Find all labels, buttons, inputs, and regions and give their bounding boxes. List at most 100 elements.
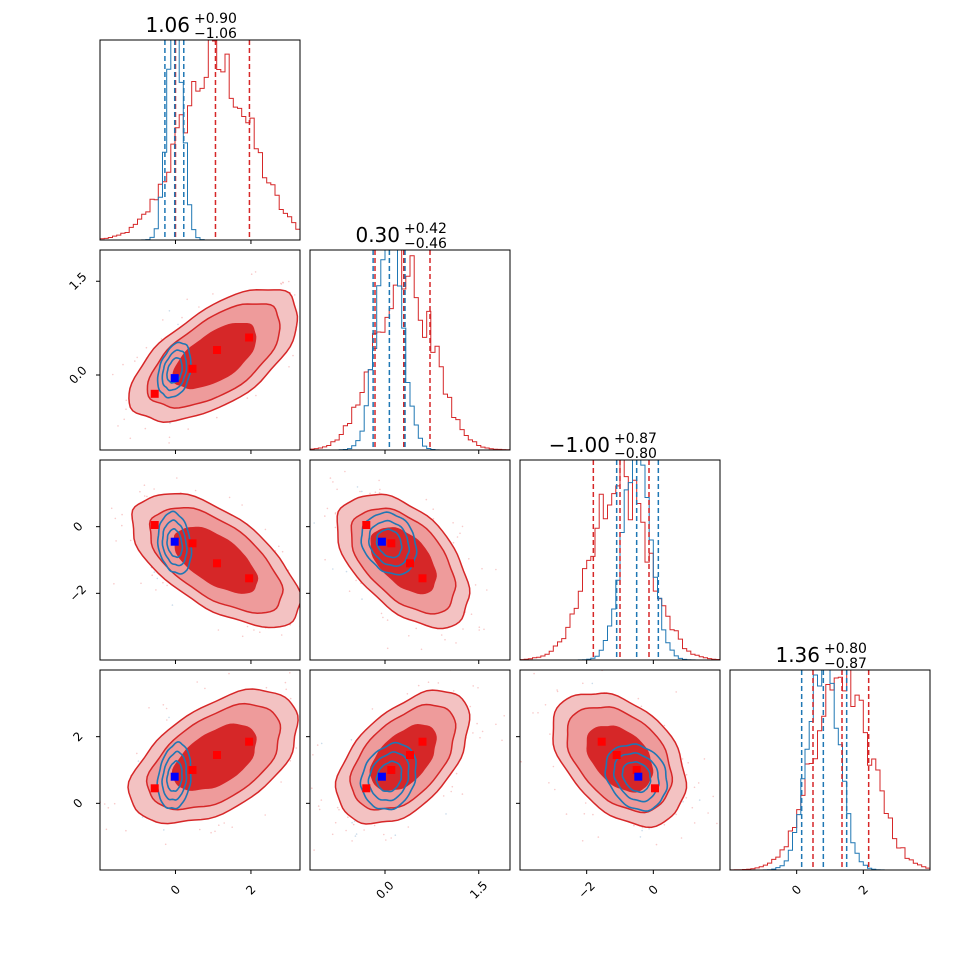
scatter-point-red [255, 394, 257, 397]
red-histogram [310, 250, 510, 450]
scatter-point-red [336, 731, 338, 733]
scatter-point-red [479, 736, 481, 739]
scatter-point-red [425, 498, 428, 501]
panel-frame [519, 459, 721, 661]
scatter-point-red [228, 496, 231, 499]
panel-frame [309, 459, 511, 661]
scatter-point-red [406, 693, 409, 695]
y-tick-label: 0.0 [66, 363, 89, 386]
scatter-point-red [231, 826, 233, 828]
blue-histogram [520, 460, 720, 660]
scatter-point-red [146, 495, 148, 498]
scatter-point-red [693, 786, 696, 789]
panel-content [100, 40, 300, 240]
x-tick-label: 2 [856, 882, 871, 897]
scatter-point-red [305, 545, 307, 547]
scatter-point-red [305, 724, 307, 726]
scatter-point-red [336, 488, 338, 491]
scatter-point-red [181, 316, 183, 319]
scatter-point-blue [141, 816, 144, 818]
scatter-point-red [265, 686, 268, 689]
scatter-point-red [637, 697, 640, 700]
scatter-point-red [320, 596, 322, 598]
scatter-point-red [537, 712, 539, 714]
scatter-point-red [685, 797, 688, 799]
scatter-point-red [417, 684, 420, 687]
scatter-point-red [385, 839, 387, 841]
scatter-point-blue [648, 827, 650, 830]
scatter-point-red [369, 492, 371, 495]
scatter-point-red [324, 515, 326, 517]
scatter-point-red [633, 824, 635, 827]
scatter-point-red [533, 672, 535, 675]
scatter-point-blue [354, 835, 357, 837]
scatter-point-red [166, 719, 168, 721]
scatter-point-red [286, 862, 288, 864]
scatter-point-red [337, 354, 339, 356]
scatter-point-red [344, 470, 346, 473]
scatter-point-red [97, 822, 99, 824]
hist-panel-2: −1.00 +0.87−0.80 [519, 431, 721, 664]
scatter-point-red [129, 539, 132, 542]
scatter-point-red [110, 507, 113, 510]
scatter-point-red [194, 489, 197, 492]
scatter-point-red [420, 648, 423, 651]
scatter-point-red [583, 813, 586, 815]
scatter-point-red [125, 399, 128, 402]
scatter-point-red [359, 490, 361, 493]
red-marker [632, 766, 641, 774]
scatter-point-red [675, 813, 677, 816]
red-contour-outer [552, 692, 688, 829]
scatter-point-red [162, 704, 165, 706]
panel-title-value: 0.30 [355, 223, 400, 247]
scatter-point-red [125, 829, 127, 832]
panel-title-minus: −1.06 [194, 26, 237, 42]
scatter-point-red [323, 591, 325, 593]
scatter-point-red [549, 733, 551, 735]
scatter-point-red [703, 758, 706, 760]
scatter-point-red [478, 626, 481, 628]
blue-contour-line [156, 510, 193, 575]
scatter-point-red [253, 653, 255, 655]
scatter-point-red [451, 785, 454, 788]
scatter-point-red [292, 354, 294, 357]
scatter-point-red [334, 821, 337, 824]
scatter-point-blue [639, 836, 642, 838]
scatter-point-red [122, 363, 124, 366]
scatter-point-blue [177, 323, 179, 326]
scatter-point-red [162, 581, 164, 584]
scatter-point-red [113, 802, 116, 805]
blue-contour-line [161, 750, 188, 801]
scatter-point-red [59, 396, 61, 398]
scatter-point-red [565, 813, 568, 815]
scatter-point-red [246, 625, 249, 628]
blue-marker [170, 374, 179, 383]
scatter-point-red [105, 828, 108, 831]
scatter-point-red [228, 672, 230, 675]
scatter-point-red [186, 298, 188, 301]
scatter-point-red [282, 282, 284, 284]
scatter-point-red [103, 803, 106, 805]
panel-content [310, 250, 510, 450]
y-tick-label: 0 [70, 519, 85, 534]
blue-marker [634, 772, 643, 781]
scatter-point-red [187, 428, 189, 430]
scatter-point-red [136, 356, 138, 359]
scatter-point-red [687, 762, 689, 764]
scatter-point-red [121, 524, 123, 527]
scatter-point-red [298, 494, 300, 496]
blue-marker [170, 537, 179, 546]
scatter-point-red [380, 612, 383, 615]
scatter-point-blue [332, 568, 334, 570]
contour-panel-2-0: −2 0 [67, 459, 325, 664]
red-contour-outer [334, 689, 471, 825]
scatter-point-red [697, 782, 700, 784]
scatter-point-red [168, 442, 170, 444]
x-tick-label: 1.5 [467, 878, 490, 901]
scatter-point-red [382, 616, 384, 619]
scatter-point-red [160, 338, 163, 340]
scatter-point-red [329, 477, 332, 479]
scatter-point-red [241, 635, 244, 638]
scatter-point-red [320, 726, 322, 728]
scatter-point-red [472, 732, 474, 734]
